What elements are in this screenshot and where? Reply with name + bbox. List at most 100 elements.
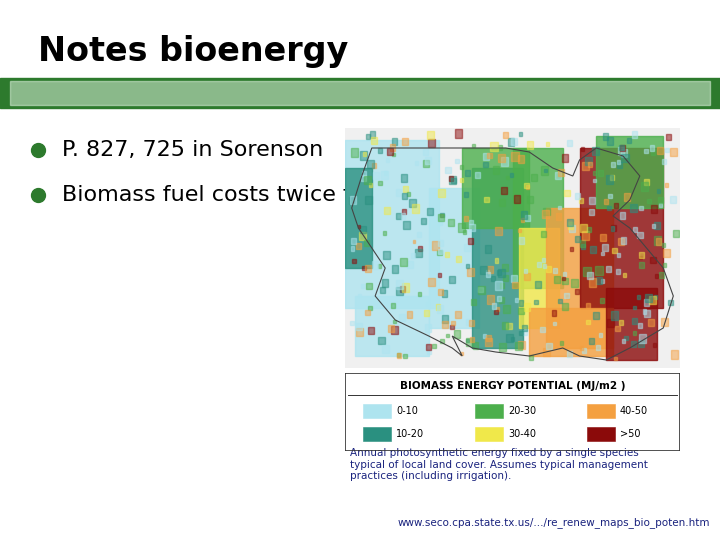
Bar <box>596 277 602 284</box>
Bar <box>428 139 435 147</box>
Bar <box>518 308 523 314</box>
Bar <box>567 219 573 226</box>
Bar <box>462 148 529 228</box>
Bar <box>544 208 550 215</box>
Bar <box>356 322 362 330</box>
Bar <box>639 206 643 210</box>
Bar <box>511 152 518 161</box>
Bar <box>521 211 527 219</box>
Bar <box>466 338 472 346</box>
Bar <box>644 299 649 306</box>
Bar <box>513 282 518 288</box>
Bar <box>618 163 622 168</box>
Bar <box>464 192 469 197</box>
Bar <box>449 176 456 184</box>
Bar <box>350 321 354 326</box>
Bar <box>623 273 626 278</box>
Bar <box>519 228 559 328</box>
Bar <box>571 279 578 287</box>
Bar <box>580 148 663 308</box>
Bar <box>363 427 391 441</box>
Bar <box>502 322 508 329</box>
Bar <box>451 178 456 183</box>
Bar <box>478 287 482 293</box>
Bar <box>562 154 568 161</box>
Bar <box>438 249 442 254</box>
Bar <box>384 207 390 214</box>
Bar <box>653 343 657 347</box>
Bar <box>423 148 428 155</box>
Bar <box>436 304 441 310</box>
Bar <box>521 218 524 221</box>
Bar <box>606 288 657 360</box>
Bar <box>570 247 573 251</box>
Bar <box>364 176 371 184</box>
Bar <box>661 318 668 326</box>
Bar <box>575 235 580 242</box>
Bar <box>601 279 604 283</box>
Bar <box>562 272 566 276</box>
Bar <box>596 136 663 208</box>
Bar <box>451 321 455 326</box>
Bar <box>454 330 460 338</box>
Bar <box>654 222 660 229</box>
Bar <box>369 306 372 309</box>
Bar <box>644 309 650 317</box>
Bar <box>495 307 499 312</box>
Bar <box>579 198 583 203</box>
Bar <box>415 249 422 257</box>
Bar <box>378 337 384 345</box>
Bar <box>396 280 403 289</box>
Bar <box>390 145 395 151</box>
Bar <box>552 310 557 316</box>
Bar <box>372 261 378 269</box>
Bar <box>529 308 613 356</box>
Bar <box>588 162 593 167</box>
Bar <box>0 78 720 108</box>
Bar <box>595 266 603 275</box>
Bar <box>370 131 375 138</box>
Bar <box>378 264 382 268</box>
Bar <box>364 240 369 246</box>
Bar <box>648 319 654 326</box>
Bar <box>619 212 625 219</box>
Bar <box>627 138 631 143</box>
Bar <box>485 246 492 253</box>
Bar <box>359 294 361 298</box>
Bar <box>449 276 455 284</box>
Bar <box>392 138 397 145</box>
Bar <box>523 303 530 311</box>
Bar <box>639 252 644 258</box>
Bar <box>445 252 449 257</box>
Bar <box>643 309 647 314</box>
Bar <box>654 236 661 245</box>
Bar <box>501 187 507 194</box>
Bar <box>403 354 407 358</box>
Bar <box>469 224 474 231</box>
Bar <box>431 241 438 250</box>
Bar <box>657 189 660 193</box>
Bar <box>397 353 401 357</box>
Bar <box>396 287 402 294</box>
Bar <box>490 142 498 151</box>
Bar <box>589 209 594 215</box>
Bar <box>641 182 648 191</box>
Bar <box>400 174 407 181</box>
Bar <box>540 327 545 332</box>
Bar <box>368 327 374 334</box>
Bar <box>566 295 569 299</box>
Bar <box>366 282 372 289</box>
Bar <box>595 345 600 350</box>
Bar <box>617 253 620 256</box>
Bar <box>624 193 631 201</box>
Bar <box>659 202 662 207</box>
Bar <box>522 325 527 330</box>
Bar <box>607 137 613 145</box>
Bar <box>402 283 409 292</box>
Bar <box>449 219 454 226</box>
Bar <box>407 261 413 267</box>
Bar <box>495 227 502 235</box>
Bar <box>451 326 454 329</box>
Bar <box>503 132 508 138</box>
Bar <box>639 256 642 259</box>
